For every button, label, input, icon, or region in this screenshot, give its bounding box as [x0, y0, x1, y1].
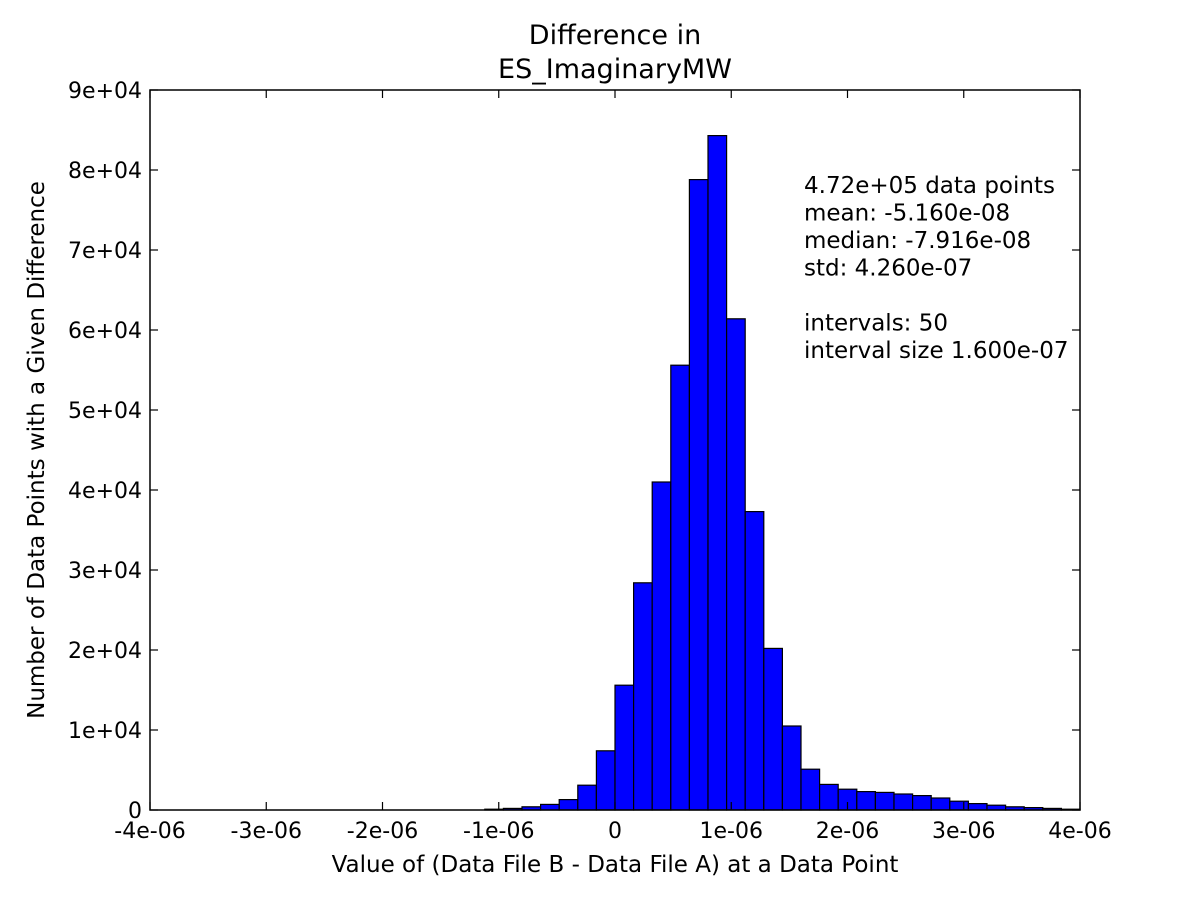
x-tick-label: -1e-06 — [463, 819, 534, 844]
axis-ticks — [149, 89, 1081, 811]
histogram-bar — [707, 135, 728, 811]
x-axis-label: Value of (Data File B - Data File A) at … — [332, 852, 899, 878]
x-tick-label: 3e-06 — [932, 819, 995, 844]
histogram-bar — [688, 179, 709, 811]
histogram-bar — [949, 800, 969, 811]
y-tick-label: 4e+04 — [68, 479, 142, 504]
histogram-bar — [781, 725, 802, 811]
x-tick-label: -4e-06 — [114, 819, 185, 844]
x-tick-labels: -4e-06 -3e-06 -2e-06 -1e-06 0 1e-06 2e-06 3e-06… — [114, 819, 1111, 844]
annotation-line: interval size 1.600e-07 — [804, 338, 1068, 364]
annotation-line: intervals: 50 — [804, 311, 948, 337]
histogram-bar — [651, 481, 672, 811]
histogram-bar — [800, 768, 821, 811]
y-tick-label: 1e+04 — [68, 719, 142, 744]
annotation-line: mean: -5.160e-08 — [804, 201, 1010, 227]
y-tick-label: 3e+04 — [68, 559, 142, 584]
histogram-bar — [614, 684, 635, 811]
x-tick-label: -2e-06 — [347, 819, 418, 844]
x-tick-label: 4e-06 — [1048, 819, 1111, 844]
histogram-bar — [725, 318, 746, 811]
y-tick-label: 6e+04 — [68, 319, 142, 344]
histogram-bar — [893, 793, 914, 811]
chart-title-line-1: Difference in — [529, 20, 701, 51]
plot-frame — [149, 89, 1081, 811]
histogram-bar — [595, 750, 616, 811]
histogram-bar — [930, 797, 951, 811]
histogram-bar — [539, 803, 560, 811]
x-tick-label: 0 — [608, 819, 622, 844]
histogram-bar — [856, 790, 876, 811]
annotation-line: median: -7.916e-08 — [804, 228, 1031, 254]
y-tick-label: 2e+04 — [68, 639, 142, 664]
y-tick-labels: 0 1e+04 2e+04 3e+04 4e+04 5e+04 6e+04 7e+04 8e+0… — [68, 79, 142, 824]
histogram-bar — [874, 791, 895, 811]
x-tick-label: 2e-06 — [816, 819, 879, 844]
histogram-bar — [744, 511, 765, 811]
y-tick-label: 9e+04 — [68, 79, 142, 104]
y-axis-label: Number of Data Points with a Given Diffe… — [24, 181, 50, 719]
y-tick-label: 7e+04 — [68, 239, 142, 264]
histogram-bar — [632, 582, 653, 811]
histogram-bar — [558, 798, 579, 811]
histogram-bar — [763, 647, 783, 811]
annotation-line: std: 4.260e-07 — [804, 256, 972, 282]
chart-title-line-2: ES_ImaginaryMW — [498, 54, 732, 85]
x-tick-label: -3e-06 — [231, 819, 302, 844]
x-tick-label: 1e-06 — [700, 819, 763, 844]
y-tick-label: 0 — [128, 799, 142, 824]
y-tick-label: 8e+04 — [68, 159, 142, 184]
histogram-bar — [911, 794, 932, 811]
histogram-bar — [818, 783, 839, 811]
histogram-bar — [577, 784, 597, 811]
stats-annotation: 4.72e+05 data points mean: -5.160e-08 medi… — [804, 173, 1068, 364]
histogram-bar — [670, 364, 690, 811]
annotation-line: 4.72e+05 data points — [804, 173, 1055, 199]
histogram-bars — [484, 135, 1081, 811]
histogram-bar — [967, 802, 988, 811]
y-tick-label: 5e+04 — [68, 399, 142, 424]
annotation-line — [804, 283, 811, 309]
